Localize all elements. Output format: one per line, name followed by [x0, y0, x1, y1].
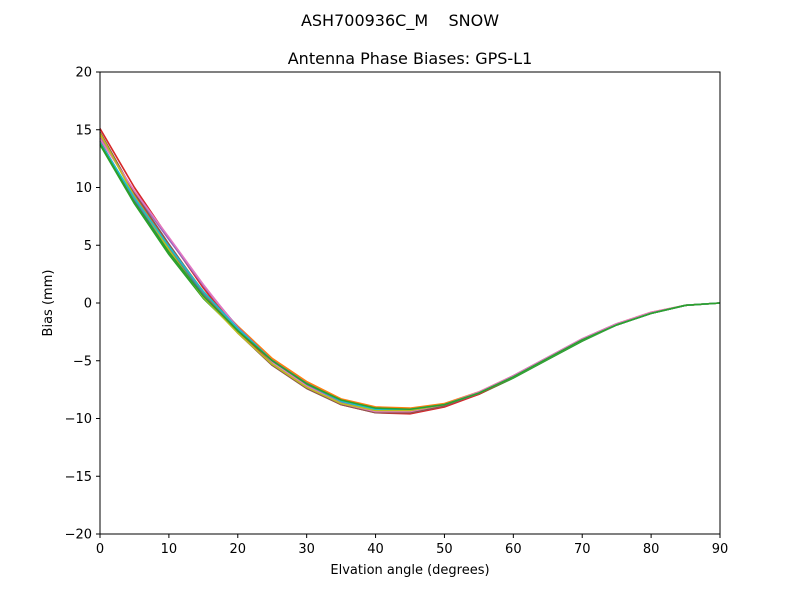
y-tick-label: −5: [73, 354, 92, 369]
x-tick-label: 90: [712, 542, 729, 557]
x-tick-label: 20: [230, 542, 247, 557]
x-tick-label: 70: [574, 542, 591, 557]
y-axis-label: Bias (mm): [41, 270, 56, 337]
series-line-7: [99, 138, 721, 413]
x-tick-label: 30: [298, 542, 315, 557]
y-tick-label: 5: [84, 239, 92, 254]
y-tick-label: −15: [65, 470, 92, 485]
y-tick-label: −20: [65, 528, 92, 543]
y-tick-label: 20: [75, 66, 92, 81]
series-layer: [99, 128, 721, 415]
x-tick-label: 40: [367, 542, 384, 557]
x-axis-label: Elvation angle (degrees): [330, 563, 489, 578]
x-tick-label: 50: [436, 542, 453, 557]
x-tick-label: 0: [96, 542, 104, 557]
y-tick-label: 15: [75, 123, 92, 138]
x-tick-label: 10: [161, 542, 178, 557]
plot-title: Antenna Phase Biases: GPS-L1: [288, 49, 533, 68]
figure-suptitle: ASH700936C_M SNOW: [301, 11, 499, 31]
y-tick-label: 10: [75, 181, 92, 196]
y-axis: −20 −15 −10 −5 0 5 10 15 20: [65, 66, 100, 543]
series-line-11: [99, 143, 721, 411]
x-tick-label: 80: [643, 542, 660, 557]
x-axis: 0 10 20 30 40 50 60 70 80 90: [96, 534, 728, 557]
y-tick-label: −10: [65, 412, 92, 427]
x-tick-label: 60: [505, 542, 522, 557]
y-tick-label: 0: [84, 297, 92, 312]
